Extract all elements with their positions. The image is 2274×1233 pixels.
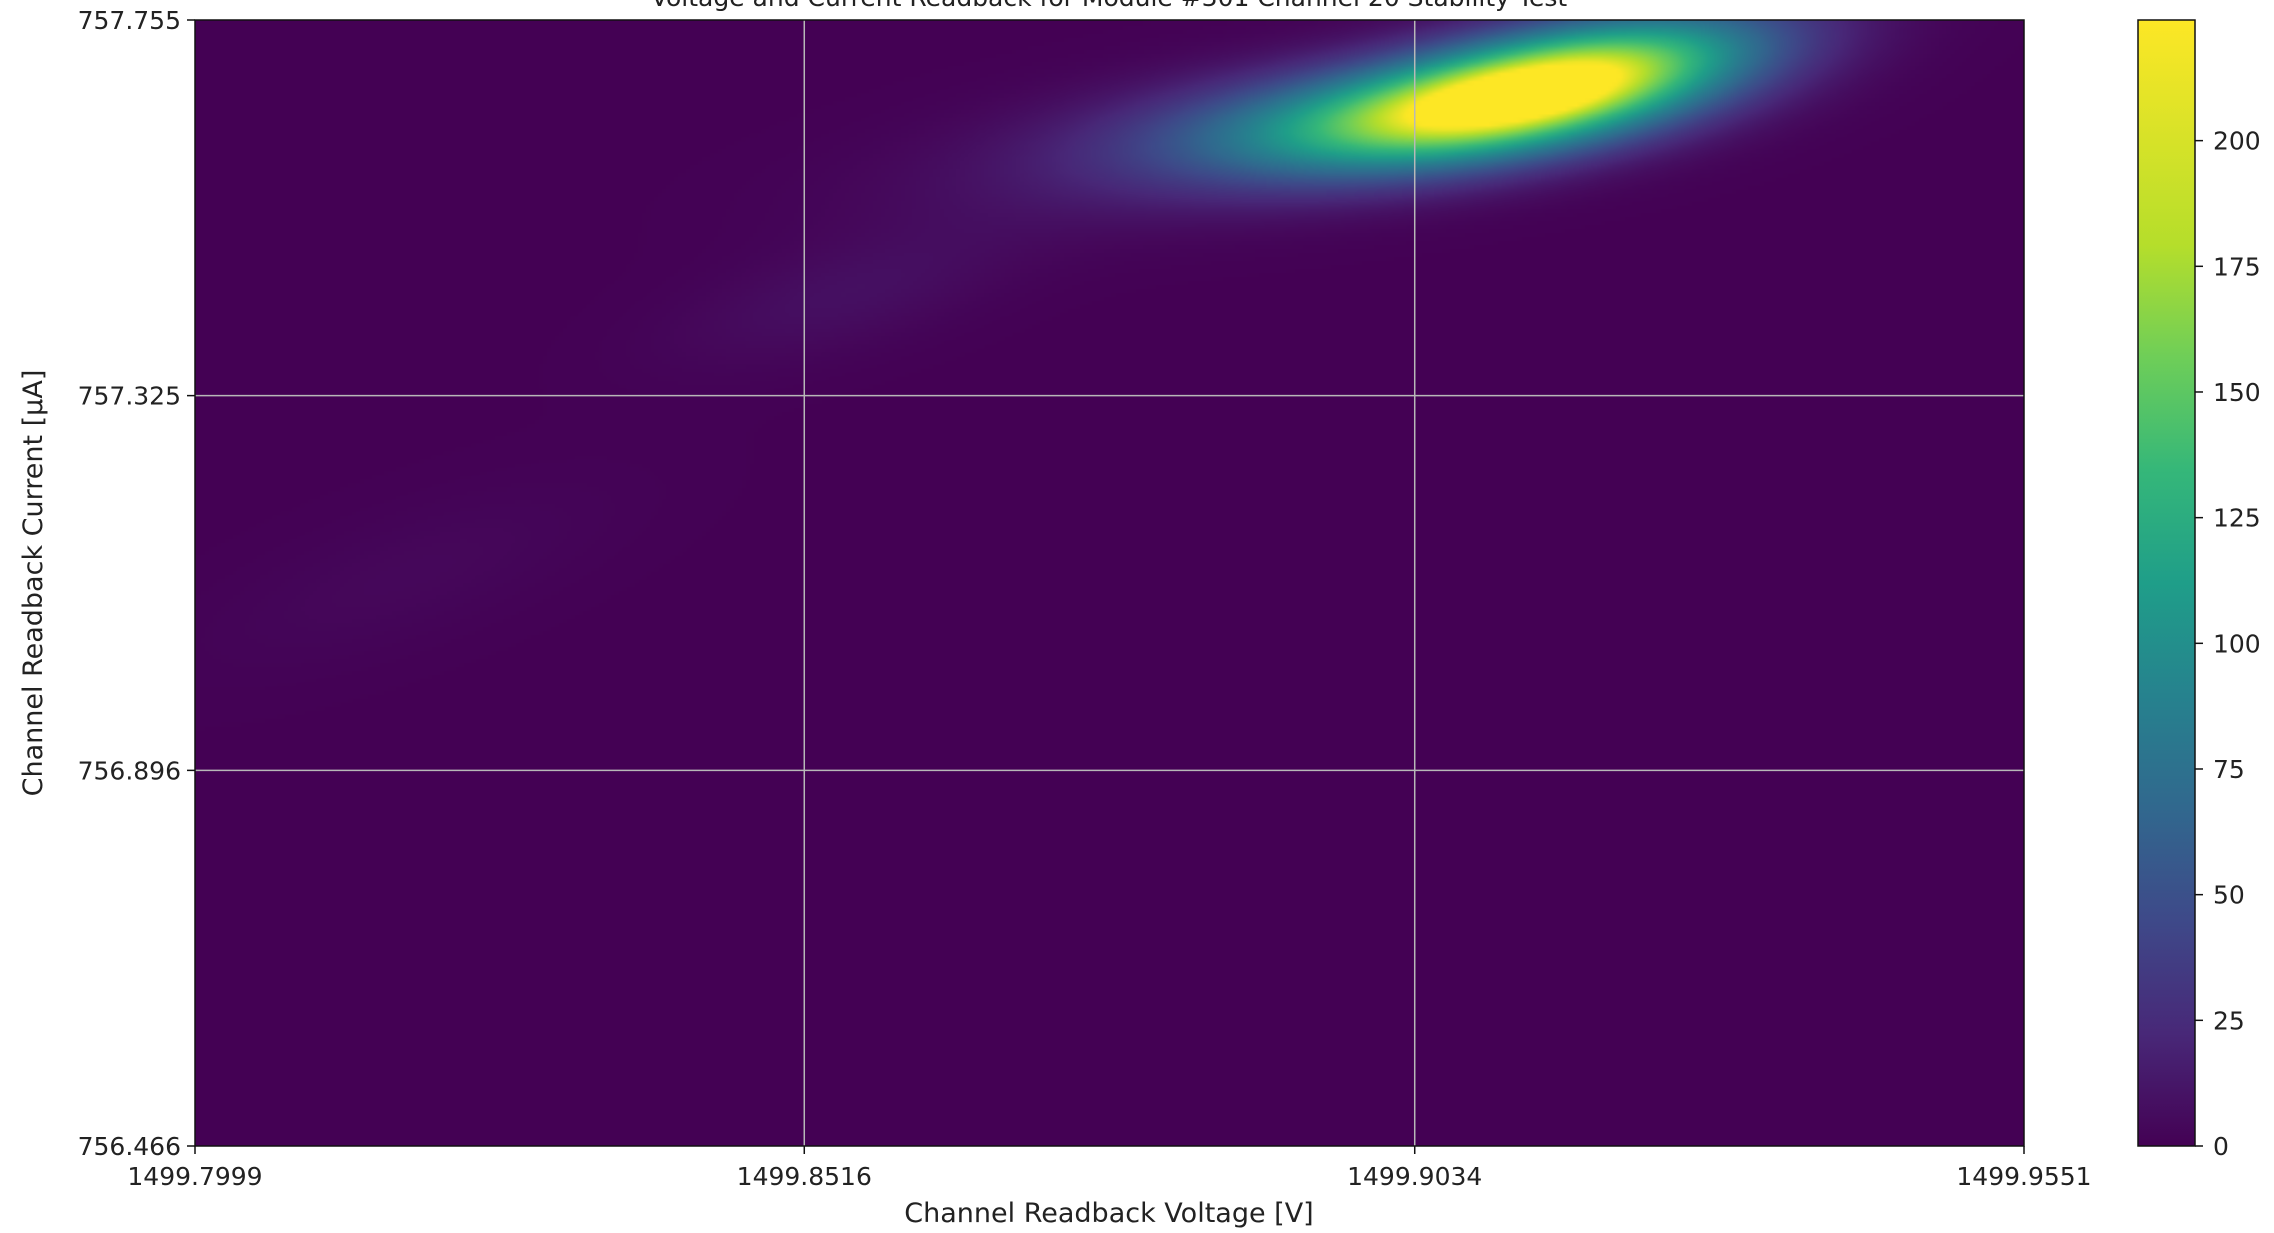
- y-axis-ticks: 757.755 757.325 756.896 756.466: [78, 6, 195, 1161]
- colorbar-tick-label: 100: [2213, 629, 2261, 658]
- x-axis-label: Channel Readback Voltage [V]: [904, 1198, 1313, 1229]
- x-tick-label: 1499.7999: [127, 1162, 262, 1191]
- colorbar-tick-label: 200: [2213, 127, 2261, 156]
- plot-area: [195, 20, 2024, 1146]
- colorbar-tick-label: 0: [2213, 1132, 2229, 1161]
- chart-title: Voltage and Current Readback for Module …: [651, 0, 1568, 12]
- x-tick-label: 1499.9034: [1347, 1162, 1482, 1191]
- colorbar-tick-label: 125: [2213, 504, 2261, 533]
- x-tick-label: 1499.9551: [1956, 1162, 2091, 1191]
- grid-lines: [195, 20, 2024, 1146]
- y-tick-label: 757.325: [78, 382, 181, 411]
- colorbar-tick-label: 175: [2213, 252, 2261, 281]
- colorbar-tick-label: 25: [2213, 1006, 2245, 1035]
- colorbar-tick-label: 50: [2213, 881, 2245, 910]
- y-tick-label: 756.466: [78, 1132, 181, 1161]
- plot-frame: [194, 19, 2025, 1147]
- colorbar-tick-label: 75: [2213, 755, 2245, 784]
- colorbar-ticks: 0 25 50 75 100 125 150 175 200: [2195, 127, 2261, 1161]
- y-tick-label: 757.755: [78, 6, 181, 35]
- y-axis-label: Channel Readback Current [μA]: [18, 370, 49, 797]
- density-heatmap-image: [195, 20, 2024, 1146]
- colorbar-tick-label: 150: [2213, 378, 2261, 407]
- x-axis-ticks: 1499.7999 1499.8516 1499.9034 1499.9551: [127, 1146, 2092, 1191]
- colorbar: [2137, 19, 2196, 1147]
- x-tick-label: 1499.8516: [737, 1162, 872, 1191]
- y-tick-label: 756.896: [78, 756, 181, 785]
